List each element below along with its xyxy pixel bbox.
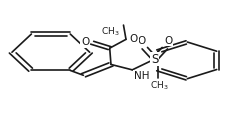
Text: O: O xyxy=(137,36,145,46)
Text: O: O xyxy=(165,36,173,46)
Text: NH: NH xyxy=(134,71,149,81)
Text: O: O xyxy=(81,37,89,47)
Text: CH$_3$: CH$_3$ xyxy=(150,79,169,92)
Text: O: O xyxy=(130,34,138,44)
Text: CH$_3$: CH$_3$ xyxy=(101,26,120,38)
Text: S: S xyxy=(151,52,159,65)
